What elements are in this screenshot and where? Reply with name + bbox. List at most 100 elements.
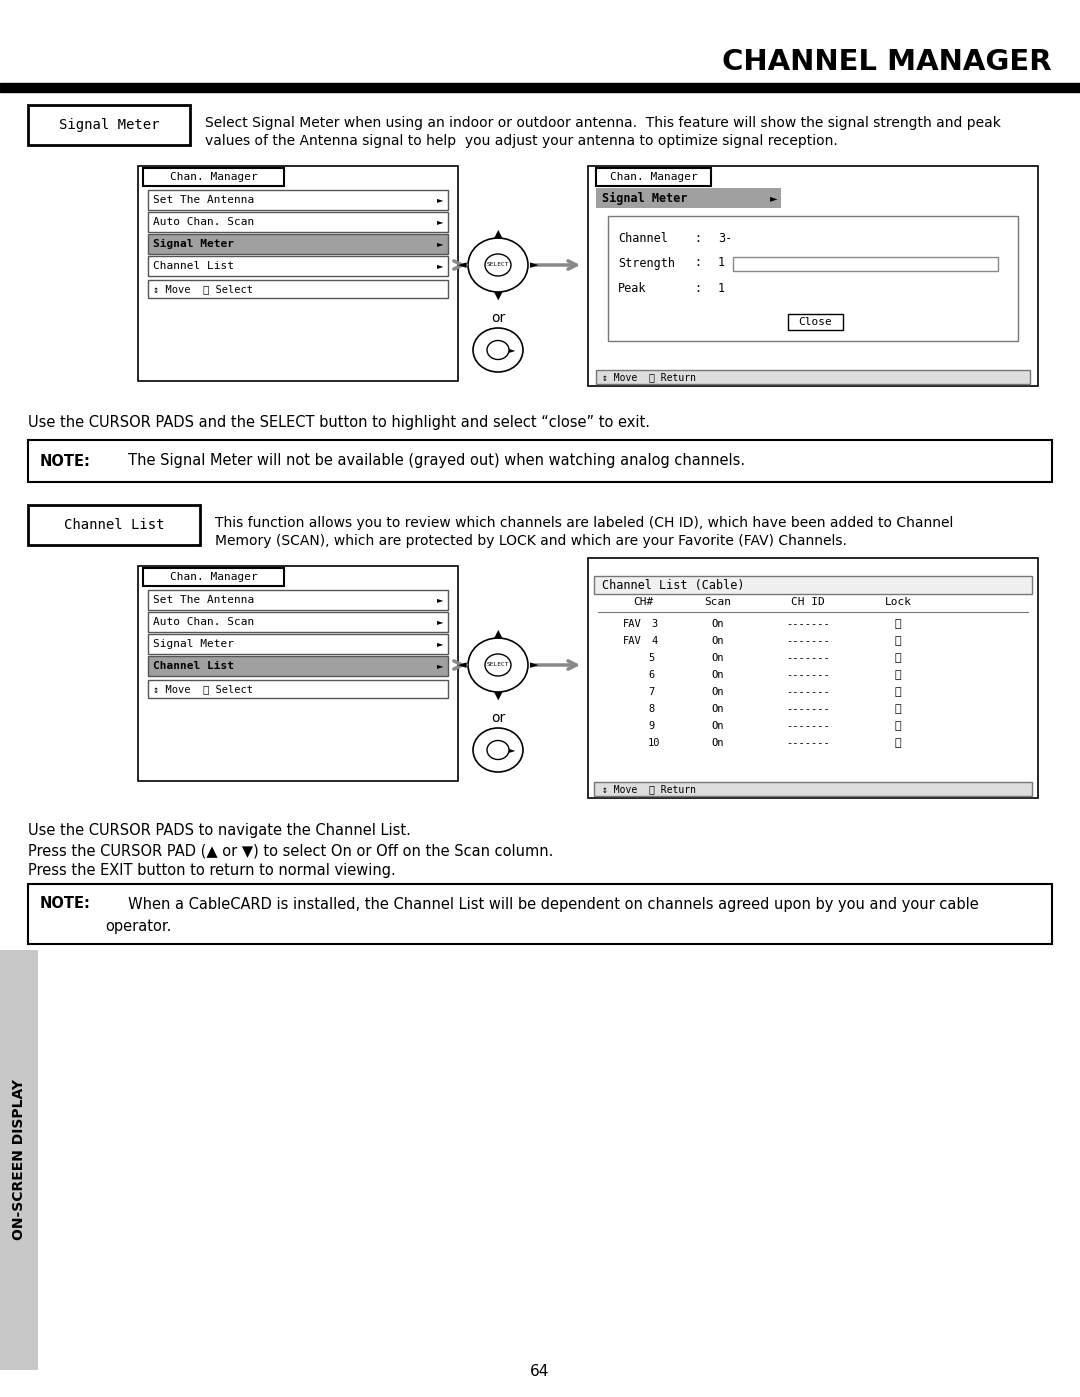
Text: Select Signal Meter when using an indoor or outdoor antenna.  This feature will : Select Signal Meter when using an indoor… bbox=[205, 116, 1001, 130]
Text: 1: 1 bbox=[718, 257, 725, 270]
Bar bbox=[588, 166, 1038, 386]
Bar bbox=[148, 279, 448, 298]
Text: -------: ------- bbox=[786, 738, 829, 747]
Text: ↕ Move  Ⓢ Return: ↕ Move Ⓢ Return bbox=[602, 784, 696, 793]
Bar bbox=[148, 657, 448, 676]
Text: Chan. Manager: Chan. Manager bbox=[170, 172, 257, 182]
Text: ◄: ◄ bbox=[458, 659, 467, 671]
Bar bbox=[148, 612, 448, 631]
Text: 9: 9 bbox=[648, 721, 654, 731]
Text: :: : bbox=[694, 257, 702, 270]
Text: 🔒: 🔒 bbox=[894, 636, 902, 645]
Bar bbox=[0, 82, 1080, 92]
Bar bbox=[594, 576, 1032, 594]
Text: This function allows you to review which channels are labeled (CH ID), which hav: This function allows you to review which… bbox=[215, 515, 954, 529]
Text: 🔒: 🔒 bbox=[894, 619, 902, 629]
Text: ►: ► bbox=[436, 595, 443, 605]
Text: Signal Meter: Signal Meter bbox=[153, 239, 234, 249]
Text: Channel List: Channel List bbox=[153, 261, 234, 271]
Text: -------: ------- bbox=[786, 636, 829, 645]
Bar bbox=[0, 950, 38, 1370]
Text: SELECT: SELECT bbox=[487, 662, 510, 668]
Bar bbox=[608, 217, 1018, 341]
Bar bbox=[28, 440, 1052, 482]
Text: values of the Antenna signal to help  you adjust your antenna to optimize signal: values of the Antenna signal to help you… bbox=[205, 134, 838, 148]
Text: ◄: ◄ bbox=[458, 260, 467, 270]
Text: 1: 1 bbox=[718, 282, 725, 295]
Text: Signal Meter: Signal Meter bbox=[153, 638, 234, 650]
Bar bbox=[596, 189, 781, 208]
Text: Peak: Peak bbox=[618, 282, 647, 295]
Text: 7: 7 bbox=[648, 687, 654, 697]
Text: SELECT: SELECT bbox=[487, 263, 510, 267]
Bar bbox=[148, 256, 448, 277]
Text: 🔒: 🔒 bbox=[894, 687, 902, 697]
Text: -------: ------- bbox=[786, 704, 829, 714]
Text: 🔒: 🔒 bbox=[894, 671, 902, 680]
Text: 64: 64 bbox=[530, 1365, 550, 1379]
Bar bbox=[28, 105, 190, 145]
Text: Strength: Strength bbox=[618, 257, 675, 270]
Text: 🔒: 🔒 bbox=[894, 721, 902, 731]
Bar bbox=[588, 557, 1038, 798]
Text: -------: ------- bbox=[786, 652, 829, 664]
Text: Chan. Manager: Chan. Manager bbox=[609, 172, 698, 182]
Text: Channel List: Channel List bbox=[64, 518, 164, 532]
Bar bbox=[148, 235, 448, 254]
Text: Use the CURSOR PADS to navigate the Channel List.: Use the CURSOR PADS to navigate the Chan… bbox=[28, 823, 410, 838]
Bar bbox=[28, 504, 200, 545]
Text: or: or bbox=[491, 711, 505, 725]
Bar bbox=[788, 314, 843, 330]
Bar bbox=[596, 370, 1030, 384]
Text: CH#: CH# bbox=[633, 597, 653, 608]
Text: Scan: Scan bbox=[704, 597, 731, 608]
Text: When a CableCARD is installed, the Channel List will be dependent on channels ag: When a CableCARD is installed, the Chann… bbox=[105, 897, 978, 911]
Text: Signal Meter: Signal Meter bbox=[602, 191, 688, 204]
Text: Memory (SCAN), which are protected by LOCK and which are your Favorite (FAV) Cha: Memory (SCAN), which are protected by LO… bbox=[215, 534, 847, 548]
Text: ►: ► bbox=[509, 746, 515, 754]
Text: 10: 10 bbox=[648, 738, 661, 747]
Text: ►: ► bbox=[436, 640, 443, 648]
Text: Use the CURSOR PADS and the SELECT button to highlight and select “close” to exi: Use the CURSOR PADS and the SELECT butto… bbox=[28, 415, 650, 430]
Text: ►: ► bbox=[436, 196, 443, 204]
Text: ►: ► bbox=[509, 345, 515, 355]
Text: ►: ► bbox=[436, 218, 443, 226]
Text: On: On bbox=[712, 704, 725, 714]
Bar bbox=[148, 680, 448, 698]
Text: ►: ► bbox=[530, 659, 538, 671]
Text: Auto Chan. Scan: Auto Chan. Scan bbox=[153, 617, 254, 627]
Text: Chan. Manager: Chan. Manager bbox=[170, 571, 257, 583]
Text: -------: ------- bbox=[786, 619, 829, 629]
Bar bbox=[138, 166, 458, 381]
Bar bbox=[148, 190, 448, 210]
Text: On: On bbox=[712, 636, 725, 645]
Bar bbox=[733, 257, 998, 271]
Bar bbox=[143, 168, 284, 186]
Text: ↕ Move  Ⓢ Return: ↕ Move Ⓢ Return bbox=[602, 372, 696, 381]
Text: Press the EXIT button to return to normal viewing.: Press the EXIT button to return to norma… bbox=[28, 863, 395, 877]
Text: ↕ Move  Ⓢ Select: ↕ Move Ⓢ Select bbox=[153, 685, 253, 694]
Text: On: On bbox=[712, 738, 725, 747]
Text: 3-: 3- bbox=[718, 232, 732, 244]
Text: ▼: ▼ bbox=[494, 291, 502, 300]
Text: ►: ► bbox=[436, 239, 443, 249]
Text: FAV: FAV bbox=[623, 636, 642, 645]
Text: On: On bbox=[712, 721, 725, 731]
Text: -------: ------- bbox=[786, 671, 829, 680]
Bar bbox=[143, 569, 284, 585]
Text: ►: ► bbox=[436, 662, 443, 671]
Text: Press the CURSOR PAD (▲ or ▼) to select On or Off on the Scan column.: Press the CURSOR PAD (▲ or ▼) to select … bbox=[28, 842, 553, 858]
Text: ►: ► bbox=[436, 261, 443, 271]
Text: 🔒: 🔒 bbox=[894, 704, 902, 714]
Text: CHANNEL MANAGER: CHANNEL MANAGER bbox=[723, 47, 1052, 75]
Text: 3: 3 bbox=[651, 619, 658, 629]
Text: Set The Antenna: Set The Antenna bbox=[153, 595, 254, 605]
Bar bbox=[28, 884, 1052, 944]
Text: Signal Meter: Signal Meter bbox=[58, 117, 159, 131]
Text: :: : bbox=[694, 282, 702, 295]
Bar bbox=[138, 566, 458, 781]
Text: ►: ► bbox=[436, 617, 443, 626]
Text: FAV: FAV bbox=[623, 619, 642, 629]
Text: -------: ------- bbox=[786, 721, 829, 731]
Text: The Signal Meter will not be available (grayed out) when watching analog channel: The Signal Meter will not be available (… bbox=[105, 454, 745, 468]
